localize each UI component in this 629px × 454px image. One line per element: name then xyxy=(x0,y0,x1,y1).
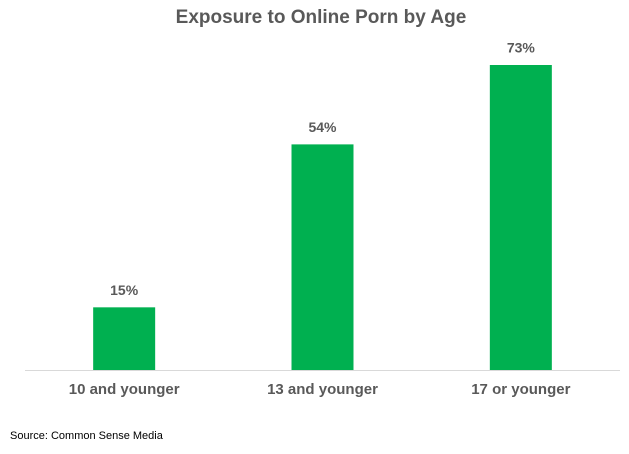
value-label: 15% xyxy=(110,282,139,298)
bar xyxy=(93,307,156,370)
x-tick-label: 17 or younger xyxy=(471,381,570,398)
x-tick-label: 10 and younger xyxy=(69,381,180,398)
chart-title: Exposure to Online Porn by Age xyxy=(176,7,467,28)
bar xyxy=(489,65,552,370)
source-note: Source: Common Sense Media xyxy=(10,430,164,442)
bar xyxy=(291,144,354,370)
x-tick-label: 13 and younger xyxy=(267,381,378,398)
value-label: 54% xyxy=(308,119,337,135)
value-label: 73% xyxy=(507,40,536,56)
